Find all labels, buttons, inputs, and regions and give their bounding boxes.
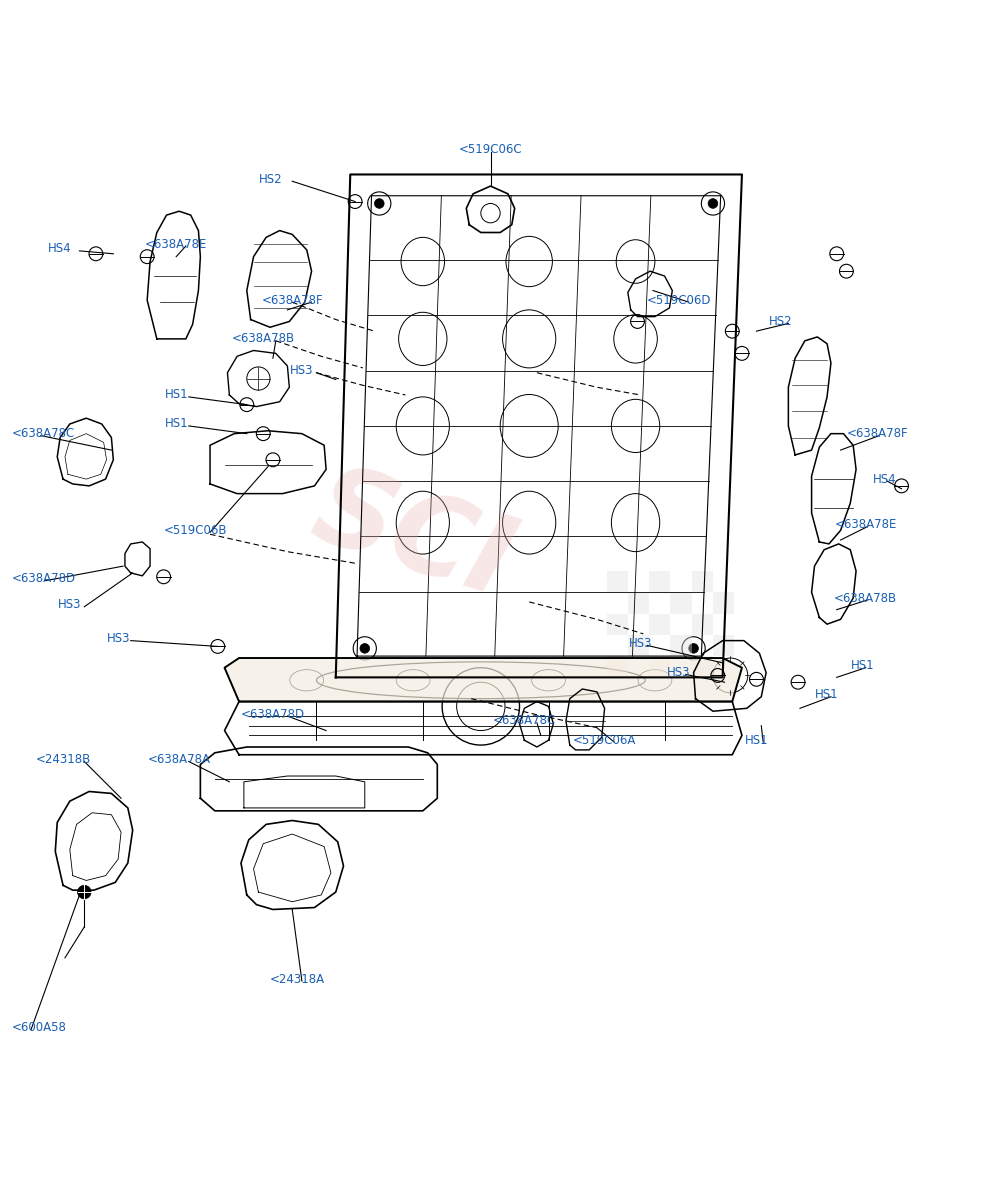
Bar — [692, 656, 713, 677]
Text: <519C06B: <519C06B — [164, 524, 228, 536]
Circle shape — [708, 199, 718, 209]
Text: HS2: HS2 — [769, 314, 793, 328]
Text: HS4: HS4 — [48, 242, 72, 256]
Text: <24318B: <24318B — [35, 754, 90, 766]
Bar — [692, 571, 713, 593]
Text: <638A78F: <638A78F — [847, 427, 908, 440]
Text: <638A78E: <638A78E — [835, 518, 897, 532]
Text: SCI: SCI — [300, 455, 526, 619]
Text: <519C06A: <519C06A — [573, 733, 637, 746]
Circle shape — [360, 643, 370, 653]
Bar — [670, 593, 692, 613]
Bar — [649, 613, 670, 635]
Circle shape — [689, 643, 698, 653]
Text: HS1: HS1 — [165, 418, 188, 431]
Bar — [628, 635, 649, 656]
Text: HS4: HS4 — [873, 473, 897, 486]
Text: <638A78E: <638A78E — [145, 238, 207, 251]
Text: HS3: HS3 — [667, 666, 691, 679]
Bar — [649, 656, 670, 677]
Text: HS2: HS2 — [259, 173, 283, 186]
Text: <638A78F: <638A78F — [261, 294, 323, 307]
Text: <638A78B: <638A78B — [834, 592, 898, 605]
Text: <638A78C: <638A78C — [12, 427, 75, 440]
Text: <519C06D: <519C06D — [646, 294, 711, 307]
Bar — [692, 613, 713, 635]
Bar — [628, 593, 649, 613]
Text: <638A78B: <638A78B — [232, 332, 295, 346]
Text: HS3: HS3 — [290, 365, 314, 377]
Text: <519C06C: <519C06C — [459, 143, 522, 156]
Circle shape — [375, 199, 385, 209]
Text: HS3: HS3 — [629, 637, 652, 650]
Bar — [713, 593, 734, 613]
Text: HS1: HS1 — [745, 733, 768, 746]
Text: <638A78C: <638A78C — [492, 714, 556, 727]
Text: <638A78A: <638A78A — [147, 754, 211, 766]
Text: HS1: HS1 — [815, 689, 839, 701]
Bar — [606, 656, 628, 677]
Text: HS3: HS3 — [58, 599, 81, 611]
Text: HS1: HS1 — [852, 659, 875, 672]
Bar — [606, 613, 628, 635]
Text: <638A78D: <638A78D — [241, 708, 305, 721]
Text: HS3: HS3 — [106, 632, 129, 646]
Bar — [713, 635, 734, 656]
Bar — [670, 635, 692, 656]
Text: <638A78D: <638A78D — [12, 572, 76, 586]
Text: HS1: HS1 — [165, 389, 188, 402]
Circle shape — [77, 886, 91, 899]
Text: <600A58: <600A58 — [12, 1021, 67, 1034]
Bar — [606, 571, 628, 593]
Text: <24318A: <24318A — [270, 973, 325, 985]
Polygon shape — [225, 658, 742, 702]
Bar — [649, 571, 670, 593]
